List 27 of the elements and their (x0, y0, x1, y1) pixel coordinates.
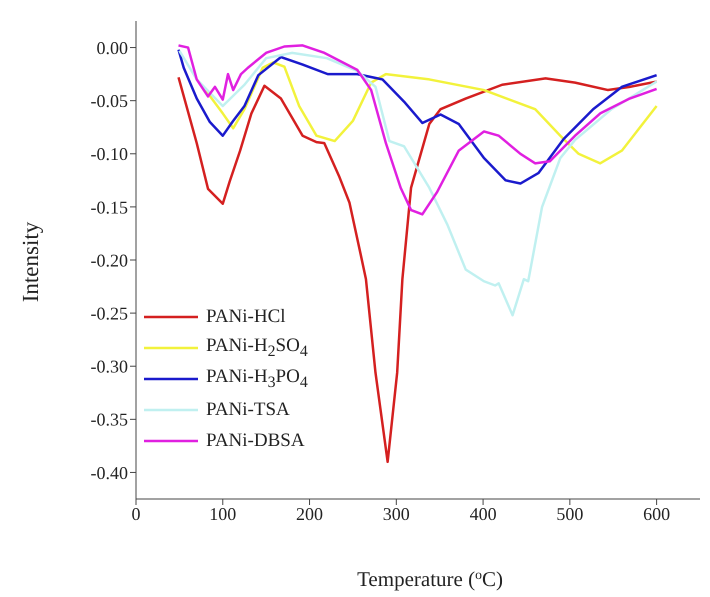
legend-label: PANi-H$_{3}$PO$_{4}$ (206, 366, 308, 392)
y-axis-title: Intensity (18, 221, 43, 302)
y-tick-label: -0.15 (90, 197, 128, 218)
x-axis-title: Temperature ($^{o}$C) (357, 566, 503, 591)
y-tick-label: -0.10 (90, 144, 128, 164)
x-tick-label: 300 (382, 504, 410, 524)
legend-label: PANi-DBSA (206, 430, 305, 452)
y-tick-label: -0.20 (90, 250, 128, 270)
line-series (177, 44, 658, 216)
y-tick-label: -0.05 (90, 91, 128, 112)
x-tick-label: 600 (643, 504, 670, 524)
y-tick-label: 0.00 (96, 38, 128, 58)
legend-label: PANi-H$_{2}$SO$_{4}$ (206, 334, 308, 360)
x-tick-label: 200 (296, 504, 324, 524)
x-tick-label: 400 (470, 504, 497, 524)
x-tick-label: 0 (132, 504, 140, 524)
y-tick-label: -0.40 (90, 462, 128, 483)
line-series (204, 61, 658, 165)
legend-label: PANi-TSA (206, 398, 290, 420)
x-tick-label: 100 (209, 504, 236, 524)
y-tick-label: -0.30 (90, 356, 128, 377)
y-tick-label: -0.35 (90, 410, 128, 430)
x-tick-label: 500 (556, 504, 584, 524)
legend-label: PANi-HCl (206, 306, 286, 328)
line-series (177, 48, 658, 185)
y-tick-label: -0.25 (90, 304, 128, 324)
line-series (177, 76, 658, 464)
